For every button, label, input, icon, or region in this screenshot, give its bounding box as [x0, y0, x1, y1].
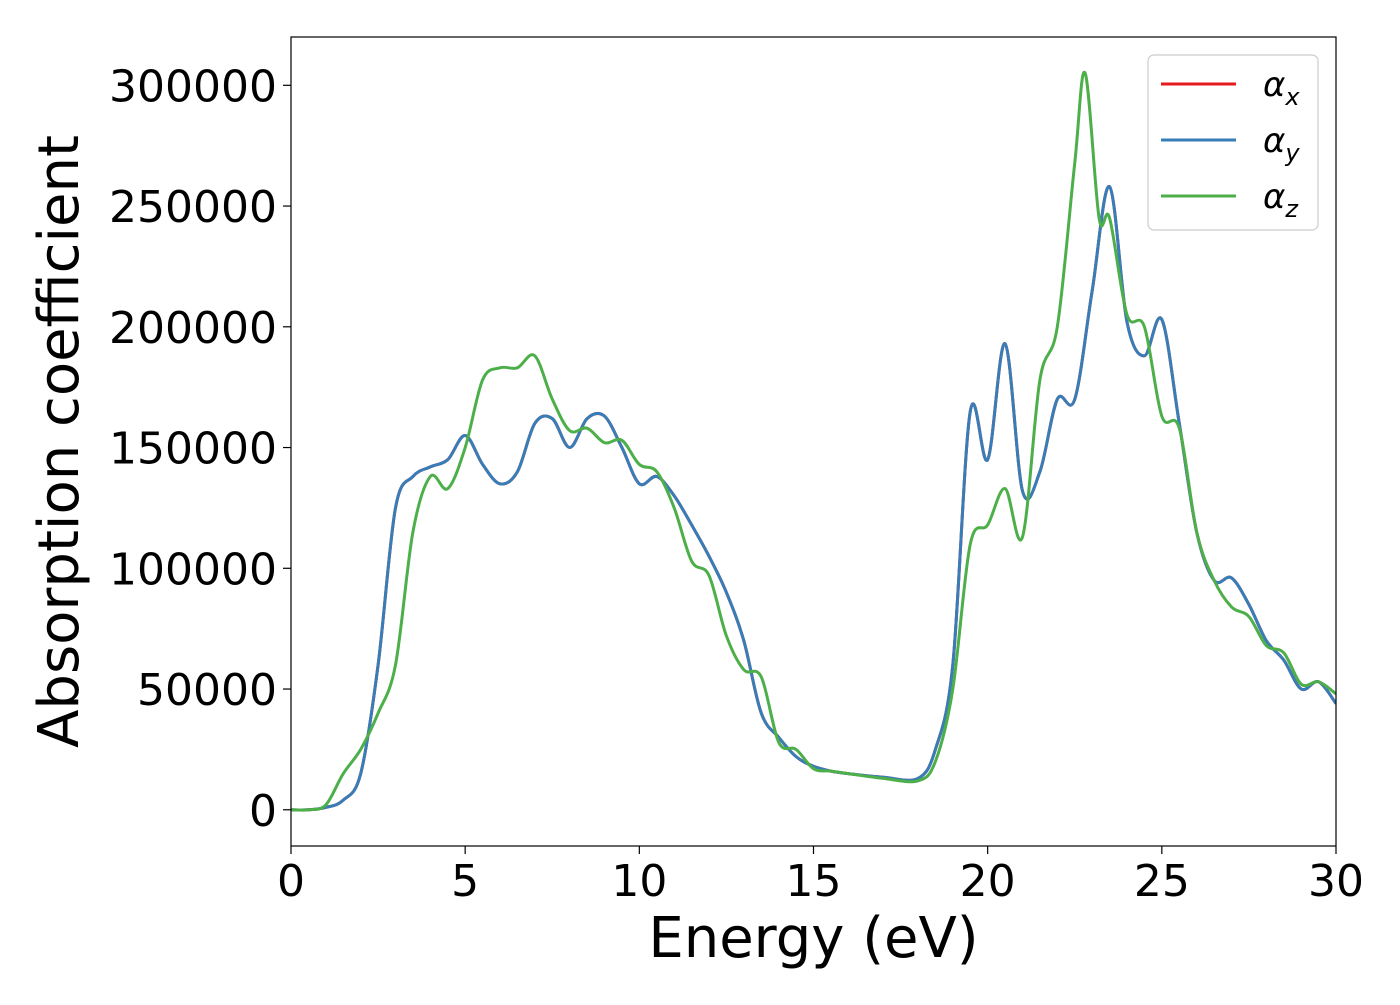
x-tick-label: 25: [1134, 856, 1190, 907]
y-tick-label: 300000: [109, 61, 277, 112]
y-axis-title: Absorption coefficient: [27, 135, 92, 748]
y-tick-label: 150000: [109, 424, 277, 475]
series-line-z: [291, 70, 1336, 812]
y-tick-label: 250000: [109, 182, 277, 233]
y-tick-label: 50000: [137, 665, 277, 716]
legend-box: [1147, 54, 1319, 231]
x-axis: 0 5 10 15 20 25 30: [277, 846, 1364, 907]
series-lines: [291, 70, 1336, 812]
x-tick-label: 15: [786, 856, 842, 907]
x-tick-label: 30: [1308, 856, 1364, 907]
x-tick-label: 20: [960, 856, 1016, 907]
y-tick-label: 0: [249, 786, 277, 837]
series-line-y: [291, 185, 1336, 812]
x-tick-label: 5: [451, 856, 479, 907]
x-axis-title: Energy (eV): [648, 906, 978, 971]
y-tick-label: 200000: [109, 303, 277, 354]
series-line-x: [291, 185, 1336, 812]
legend-label-z: αz: [1263, 177, 1299, 223]
x-tick-label: 0: [277, 856, 305, 907]
y-tick-label: 100000: [109, 544, 277, 595]
y-axis: 0 50000 100000 150000 200000 250000 300000: [109, 61, 291, 837]
x-tick-label: 10: [611, 856, 667, 907]
